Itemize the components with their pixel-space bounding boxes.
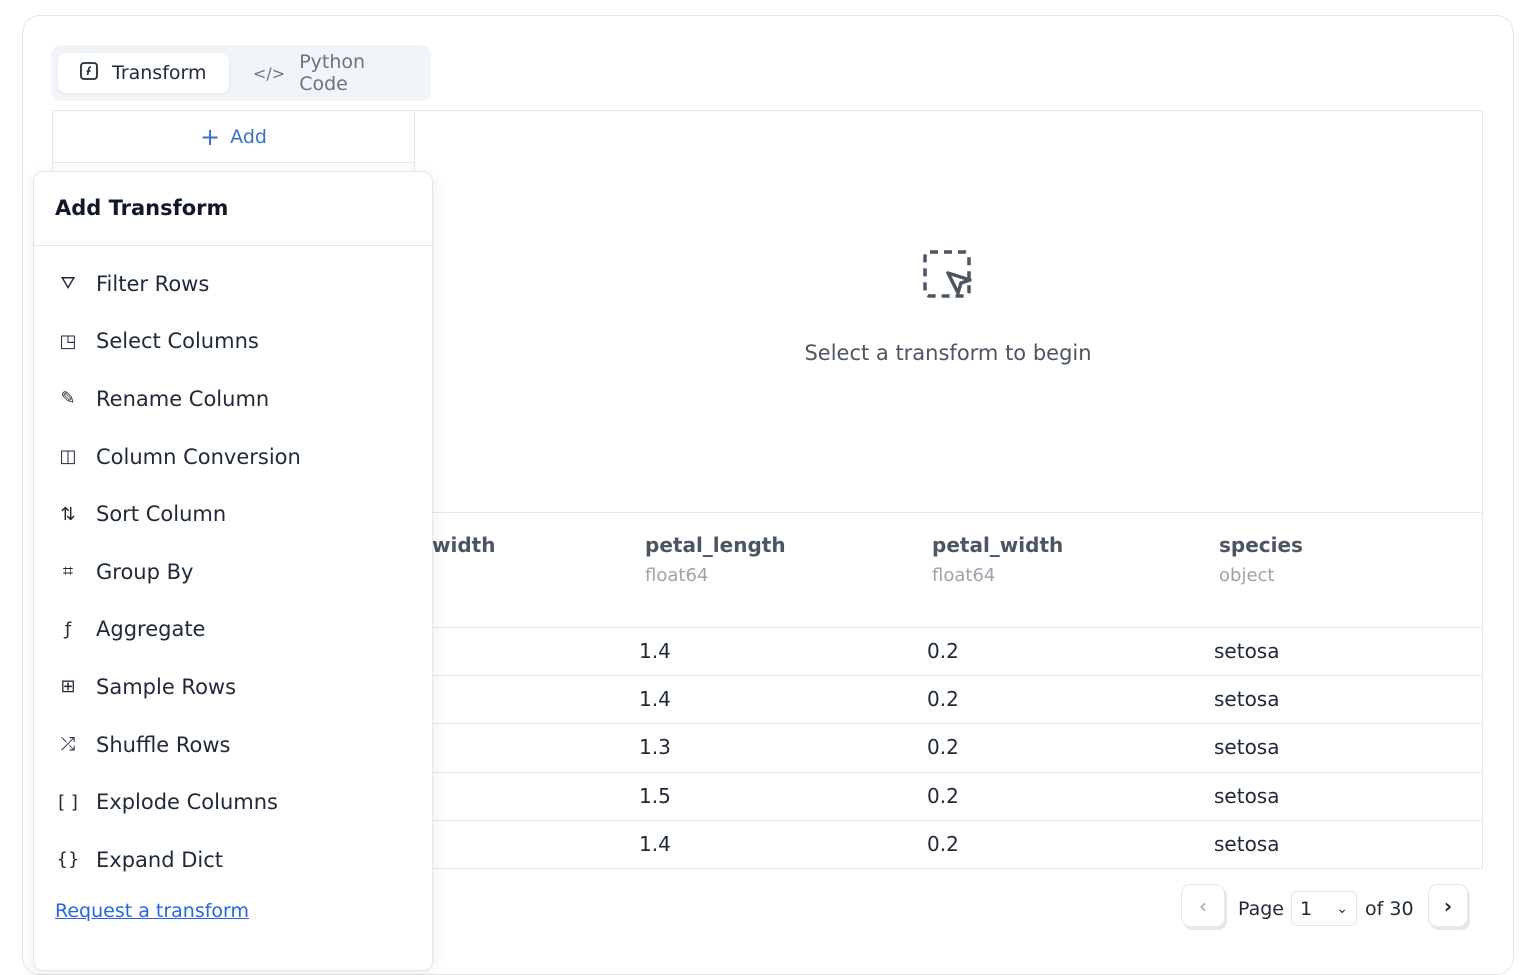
add-label: Add bbox=[230, 125, 267, 148]
menu-item-explode-columns[interactable]: [ ] Explode Columns bbox=[34, 773, 432, 831]
menu-item-group-by[interactable]: ⌗ Group By bbox=[34, 543, 432, 601]
table-row: 1.4 0.2 setosa bbox=[414, 628, 1482, 677]
tab-transform[interactable]: Transform bbox=[58, 53, 229, 93]
tab-label: Transform bbox=[112, 62, 207, 84]
table-cell: setosa bbox=[1214, 687, 1280, 712]
chevron-right-icon: › bbox=[1443, 893, 1453, 918]
page-count: of 30 bbox=[1365, 898, 1414, 920]
column-header[interactable]: petal_length float64 bbox=[645, 533, 786, 586]
table-cell: setosa bbox=[1214, 831, 1280, 856]
chevron-down-icon: ⌄ bbox=[1336, 900, 1348, 917]
menu-item-label: Select Columns bbox=[96, 329, 259, 354]
shuffle-icon: ⤮ bbox=[60, 734, 76, 756]
filter-icon: ⛛ bbox=[60, 273, 76, 295]
function-icon bbox=[80, 61, 98, 85]
request-transform-link[interactable]: Request a transform bbox=[55, 900, 250, 922]
table-row: 1.4 0.2 setosa bbox=[414, 676, 1482, 725]
table-cell: setosa bbox=[1214, 639, 1280, 663]
tab-python-code[interactable]: </> Python Code bbox=[231, 51, 431, 95]
tab-bar: Transform </> Python Code bbox=[51, 45, 431, 101]
column-header[interactable]: petal_width float64 bbox=[932, 533, 1064, 586]
column-header[interactable]: species object bbox=[1219, 533, 1303, 586]
code-icon: </> bbox=[253, 63, 286, 83]
add-transform-button[interactable]: + Add bbox=[53, 111, 414, 163]
menu-item-label: Aggregate bbox=[96, 617, 206, 642]
menu-item-label: Filter Rows bbox=[96, 271, 210, 296]
menu-item-expand-dict[interactable]: {} Expand Dict bbox=[34, 831, 432, 889]
preview-panel: Select a transform to begin width petal_… bbox=[414, 110, 1483, 869]
table-cell: 0.2 bbox=[927, 687, 959, 712]
table-cell: 0.2 bbox=[927, 735, 959, 760]
page-label: Page bbox=[1238, 898, 1284, 920]
function-icon: ƒ bbox=[64, 618, 72, 640]
menu-item-label: Column Conversion bbox=[96, 444, 301, 469]
menu-item-label: Sort Column bbox=[96, 502, 227, 527]
add-transform-popup: Add Transform ⛛ Filter Rows ◳ Select Column… bbox=[33, 171, 433, 971]
menu-item-filter-rows[interactable]: ⛛ Filter Rows bbox=[34, 255, 432, 313]
menu-item-label: Sample Rows bbox=[96, 674, 237, 699]
table-cell: 1.3 bbox=[639, 735, 671, 760]
menu-item-label: Group By bbox=[96, 559, 194, 584]
next-page-button[interactable]: › bbox=[1428, 884, 1468, 927]
table-cell: 0.2 bbox=[927, 783, 959, 808]
menu-item-aggregate[interactable]: ƒ Aggregate bbox=[34, 601, 432, 659]
menu-item-select-columns[interactable]: ◳ Select Columns bbox=[34, 313, 432, 371]
menu-item-column-conversion[interactable]: ◫ Column Conversion bbox=[34, 428, 432, 486]
table-cell: setosa bbox=[1214, 735, 1280, 760]
select-columns-icon: ◳ bbox=[59, 330, 77, 352]
pencil-icon: ✎ bbox=[60, 388, 76, 410]
menu-item-sort-column[interactable]: ⇅ Sort Column bbox=[34, 485, 432, 543]
table-cell: 1.4 bbox=[639, 687, 671, 712]
menu-item-label: Explode Columns bbox=[96, 790, 278, 815]
table-cell: setosa bbox=[1214, 783, 1280, 808]
empty-state-text: Select a transform to begin bbox=[804, 341, 1092, 365]
prev-page-button[interactable]: ‹ bbox=[1181, 884, 1225, 927]
menu-item-rename-column[interactable]: ✎ Rename Column bbox=[34, 370, 432, 428]
dashed-select-cursor-icon bbox=[923, 250, 972, 298]
table-cell: 0.2 bbox=[927, 639, 959, 663]
menu-item-label: Expand Dict bbox=[96, 847, 223, 872]
data-table: width petal_length float64 petal_width flo… bbox=[414, 512, 1482, 869]
plus-icon: + bbox=[200, 122, 221, 151]
menu-item-label: Shuffle Rows bbox=[96, 732, 231, 757]
table-row: 1.3 0.2 setosa bbox=[414, 724, 1482, 773]
group-icon: ⌗ bbox=[62, 561, 74, 583]
menu-item-shuffle-rows[interactable]: ⤮ Shuffle Rows bbox=[34, 716, 432, 774]
table-cell: 1.5 bbox=[639, 783, 671, 808]
file-braces-icon: {} bbox=[56, 849, 80, 871]
columns-icon: ◫ bbox=[59, 446, 77, 468]
sort-arrows-icon: ⇅ bbox=[60, 503, 76, 525]
table-cell: 1.4 bbox=[639, 639, 671, 663]
table-cell: 0.2 bbox=[927, 831, 959, 856]
table-header: width petal_length float64 petal_width flo… bbox=[414, 513, 1482, 628]
table-cell: 1.4 bbox=[639, 831, 671, 856]
chevron-left-icon: ‹ bbox=[1199, 893, 1207, 918]
tab-label: Python Code bbox=[299, 51, 366, 95]
sample-icon: ⊞ bbox=[60, 676, 76, 698]
menu-item-sample-rows[interactable]: ⊞ Sample Rows bbox=[34, 658, 432, 716]
menu-item-label: Rename Column bbox=[96, 386, 270, 411]
column-header[interactable]: width bbox=[432, 533, 496, 557]
page-value: 1 bbox=[1300, 897, 1313, 920]
popup-title: Add Transform bbox=[34, 172, 432, 246]
brackets-icon: [ ] bbox=[58, 791, 78, 813]
page-select[interactable]: 1 ⌄ bbox=[1291, 891, 1357, 926]
table-row: 1.4 0.2 setosa bbox=[414, 821, 1482, 869]
table-row: 1.5 0.2 setosa bbox=[414, 773, 1482, 821]
empty-state: Select a transform to begin bbox=[414, 249, 1482, 365]
